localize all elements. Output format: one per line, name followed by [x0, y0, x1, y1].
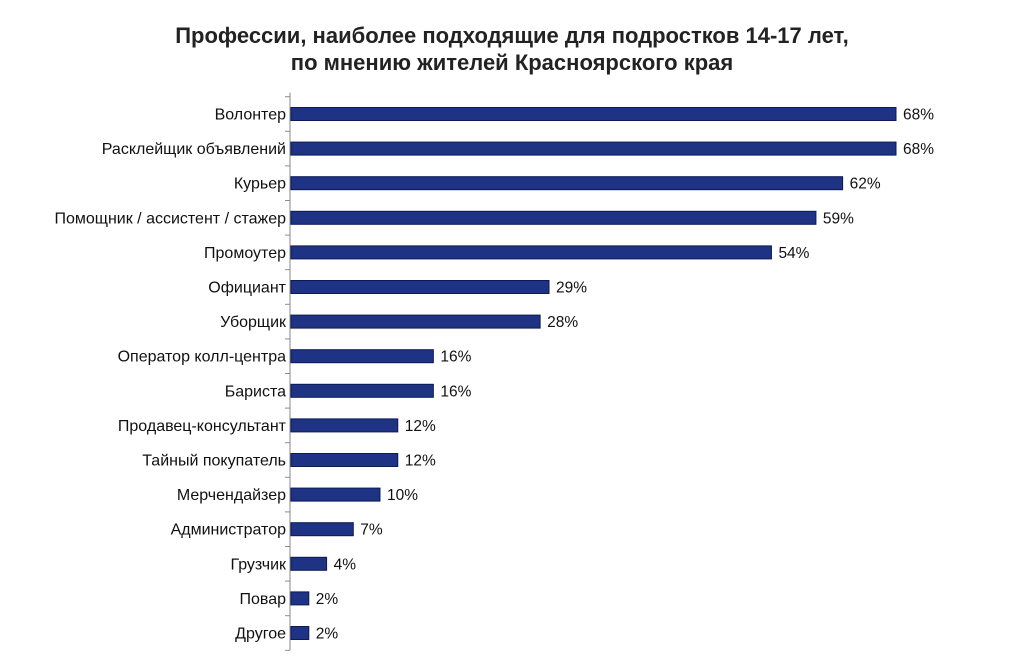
- bar: [290, 349, 434, 364]
- bar: [290, 107, 897, 121]
- data-label: 29%: [556, 280, 587, 297]
- axis-layer: [285, 92, 291, 651]
- data-label: 16%: [440, 349, 471, 366]
- data-label: 59%: [823, 210, 854, 227]
- data-label: 68%: [903, 107, 934, 124]
- category-label: Волонтер: [215, 107, 287, 124]
- category-label: Грузчик: [230, 556, 287, 573]
- category-label: Официант: [208, 280, 286, 297]
- category-label: Курьер: [234, 176, 286, 193]
- category-label: Помощник / ассистент / стажер: [55, 210, 287, 227]
- data-label: 2%: [316, 626, 339, 643]
- category-label: Другое: [235, 626, 286, 643]
- data-label: 7%: [360, 522, 383, 539]
- bar: [290, 453, 399, 467]
- category-label: Бариста: [225, 383, 286, 400]
- category-label: Тайный покупатель: [142, 453, 286, 470]
- category-label: Расклейщик объявлений: [102, 141, 286, 158]
- bars-layer: [290, 107, 897, 640]
- bar: [290, 176, 844, 191]
- bar: [290, 141, 897, 156]
- data-label: 54%: [778, 245, 809, 262]
- data-label: 16%: [440, 383, 471, 400]
- category-label: Мерчендайзер: [177, 487, 286, 504]
- chart-title-line-2: по мнению жителей Красноярского края: [290, 50, 734, 75]
- bar: [290, 314, 541, 329]
- category-label: Оператор колл-центра: [118, 349, 287, 366]
- data-label: 68%: [903, 141, 934, 158]
- data-label: 62%: [850, 176, 881, 193]
- labels-layer: Волонтер 68% Расклейщик объявлений 68% Курье…: [55, 107, 935, 643]
- bar: [290, 626, 310, 640]
- category-label: Промоутер: [204, 245, 286, 262]
- category-label: Повар: [239, 591, 286, 608]
- chart-title-line-1: Профессии, наиболее подходящие для подро…: [175, 23, 849, 48]
- category-label: Уборщик: [220, 314, 287, 331]
- bar: [290, 210, 817, 225]
- chart-title: Профессии, наиболее подходящие для подро…: [0, 22, 1024, 76]
- category-label: Администратор: [171, 522, 287, 539]
- bar: [290, 522, 354, 537]
- data-label: 2%: [316, 591, 339, 608]
- bar: [290, 245, 772, 260]
- bar: [290, 487, 381, 502]
- data-label: 12%: [405, 453, 436, 470]
- data-label: 28%: [547, 314, 578, 331]
- data-label: 12%: [405, 418, 436, 435]
- bar: [290, 383, 434, 398]
- category-label: Продавец-консультант: [118, 418, 287, 435]
- data-label: 10%: [387, 487, 418, 504]
- bar: [290, 280, 550, 294]
- data-label: 4%: [334, 556, 357, 573]
- bar: [290, 556, 328, 571]
- bar: [290, 591, 310, 606]
- bar: [290, 418, 399, 433]
